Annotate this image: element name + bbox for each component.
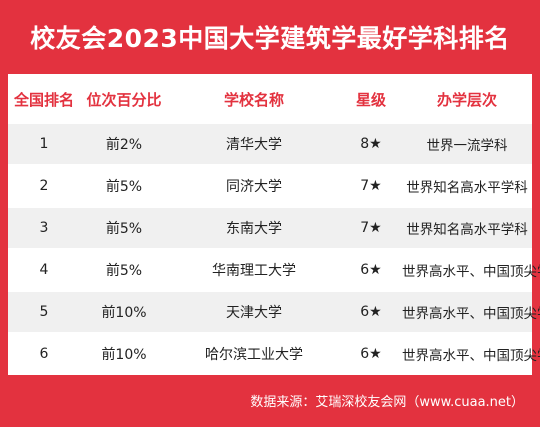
percent-cell: 前5% [105,221,143,237]
stars-cell: 6★ [360,262,382,278]
tier-cell: 世界知名高水平学科 [406,222,528,238]
header-tier: 办学层次 [436,90,497,109]
stars-cell: 7★ [360,220,382,236]
header-stars: 星级 [355,90,386,109]
table-row: 4 前5% 华南理工大学 6★ 世界高水平、中国顶尖学科 [8,250,540,290]
school-cell: 天津大学 [226,305,282,321]
percent-cell: 前2% [105,137,143,153]
stars-cell: 6★ [360,304,382,320]
stars-cell: 6★ [360,346,382,362]
rank-cell: 1 [39,136,49,152]
stars-cell: 8★ [360,136,382,152]
header-rank: 全国排名 [13,90,74,109]
page-title: 校友会2023中国大学建筑学最好学科排名 [30,24,510,53]
tier-cell: 世界一流学科 [426,138,508,154]
table-row: 3 前5% 东南大学 7★ 世界知名高水平学科 [8,208,532,248]
rank-cell: 2 [39,178,49,194]
school-cell: 清华大学 [226,137,282,153]
rank-cell: 3 [39,220,49,236]
table-row: 5 前10% 天津大学 6★ 世界高水平、中国顶尖学科 [8,292,540,332]
tier-cell: 世界高水平、中国顶尖学科 [402,264,540,280]
table-row: 6 前10% 哈尔滨工业大学 6★ 世界高水平、中国顶尖学科 [8,334,540,374]
tier-cell: 世界高水平、中国顶尖学科 [402,348,540,364]
percent-cell: 前10% [101,347,147,363]
tier-cell: 世界知名高水平学科 [406,180,528,196]
data-source-note: 数据来源：艾瑞深校友会网（www.cuaa.net） [250,395,524,410]
table-row: 1 前2% 清华大学 8★ 世界一流学科 [8,124,532,164]
percent-cell: 前5% [105,179,143,195]
school-cell: 哈尔滨工业大学 [205,347,303,363]
school-cell: 华南理工大学 [212,263,296,279]
table-row: 2 前5% 同济大学 7★ 世界知名高水平学科 [8,166,532,206]
school-cell: 东南大学 [226,221,282,237]
tier-cell: 世界高水平、中国顶尖学科 [402,306,540,322]
stars-cell: 7★ [360,178,382,194]
header-school: 学校名称 [223,90,284,109]
header-percent: 位次百分比 [86,90,162,109]
table-header: 全国排名 位次百分比 学校名称 星级 办学层次 [8,74,532,124]
rank-cell: 6 [39,346,49,362]
school-cell: 同济大学 [226,179,282,195]
percent-cell: 前5% [105,263,143,279]
rank-cell: 5 [39,304,49,320]
rank-cell: 4 [39,262,49,278]
percent-cell: 前10% [101,305,147,321]
